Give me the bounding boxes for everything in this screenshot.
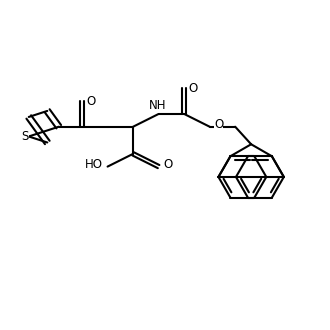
Text: HO: HO xyxy=(85,157,103,171)
Text: O: O xyxy=(163,158,172,172)
Text: O: O xyxy=(188,82,198,95)
Text: O: O xyxy=(86,95,96,108)
Text: NH: NH xyxy=(148,99,166,112)
Text: S: S xyxy=(21,130,29,143)
Text: O: O xyxy=(214,118,223,131)
